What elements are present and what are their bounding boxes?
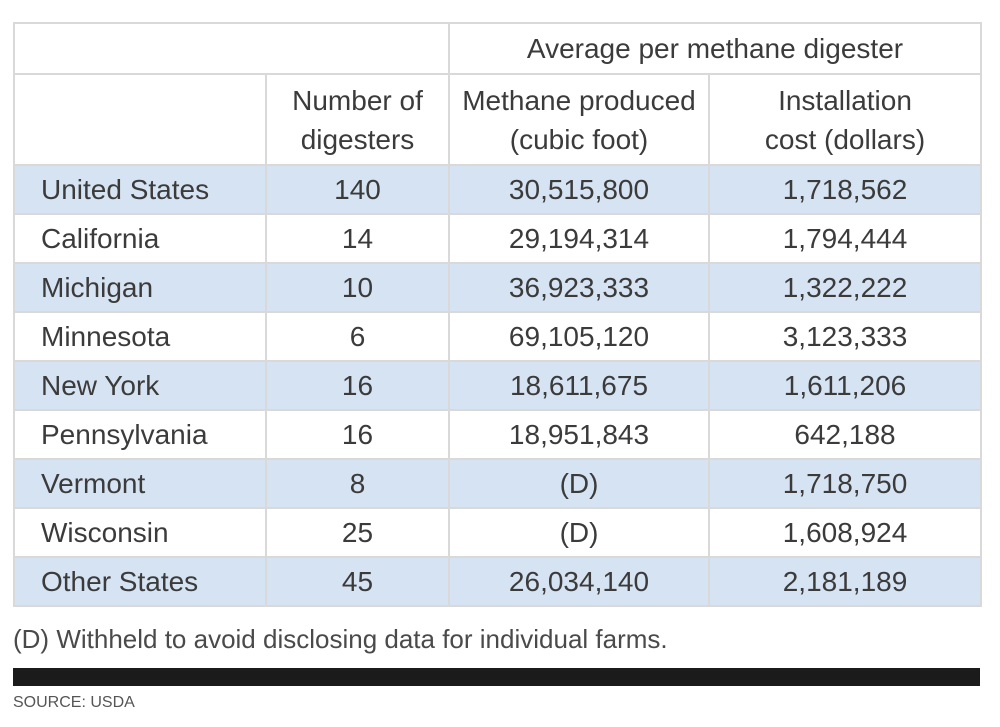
state-cell: Michigan (13, 262, 267, 313)
table-row: New York 16 18,611,675 1,611,206 (13, 360, 983, 411)
methane-cell: 18,611,675 (448, 360, 710, 411)
methane-cell: 69,105,120 (448, 311, 710, 362)
state-cell: New York (13, 360, 267, 411)
column-header-digesters-label: Number of digesters (292, 84, 423, 155)
table-row: California 14 29,194,314 1,794,444 (13, 213, 983, 264)
table-row: United States 140 30,515,800 1,718,562 (13, 164, 983, 215)
column-header-methane: Methane produced (cubic foot) (448, 73, 710, 166)
state-cell: Pennsylvania (13, 409, 267, 460)
table-row: Wisconsin 25 (D) 1,608,924 (13, 507, 983, 558)
table-row: Other States 45 26,034,140 2,181,189 (13, 556, 983, 607)
state-cell: Minnesota (13, 311, 267, 362)
digesters-cell: 16 (265, 360, 450, 411)
methane-cell: 26,034,140 (448, 556, 710, 607)
column-header-digesters: Number of digesters (265, 73, 450, 166)
cost-cell: 1,718,750 (707, 458, 983, 509)
group-header-row: Average per methane digester (13, 22, 983, 75)
column-header-methane-label: Methane produced (cubic foot) (462, 84, 696, 155)
methane-cell: 29,194,314 (448, 213, 710, 264)
state-cell: Wisconsin (13, 507, 267, 558)
methane-cell: 18,951,843 (448, 409, 710, 460)
table-row: Minnesota 6 69,105,120 3,123,333 (13, 311, 983, 362)
column-header-cost-label: Installation cost (dollars) (764, 84, 926, 155)
divider-bar (13, 668, 980, 686)
methane-cell: 36,923,333 (448, 262, 710, 313)
table-row: Pennsylvania 16 18,951,843 642,188 (13, 409, 983, 460)
digesters-cell: 14 (265, 213, 450, 264)
methane-cell: 30,515,800 (448, 164, 710, 215)
column-header-row: Number of digesters Methane produced (cu… (13, 73, 983, 166)
source-note: SOURCE: USDA (13, 694, 135, 711)
digester-table: Average per methane digester Number of d… (13, 22, 983, 607)
cost-cell: 1,718,562 (707, 164, 983, 215)
digesters-cell: 16 (265, 409, 450, 460)
blank-header-cell (13, 22, 450, 75)
group-header: Average per methane digester (447, 22, 983, 75)
methane-cell: (D) (448, 458, 710, 509)
digesters-cell: 10 (265, 262, 450, 313)
state-cell: Other States (13, 556, 267, 607)
cost-cell: 642,188 (707, 409, 983, 460)
table-row: Vermont 8 (D) 1,718,750 (13, 458, 983, 509)
methane-cell: (D) (448, 507, 710, 558)
digesters-cell: 25 (265, 507, 450, 558)
column-header-cost: Installation cost (dollars) (707, 73, 983, 166)
cost-cell: 1,322,222 (707, 262, 983, 313)
state-cell: California (13, 213, 267, 264)
cost-cell: 2,181,189 (707, 556, 983, 607)
footnote: (D) Withheld to avoid disclosing data fo… (13, 624, 668, 654)
cost-cell: 1,608,924 (707, 507, 983, 558)
cost-cell: 1,611,206 (707, 360, 983, 411)
cost-cell: 1,794,444 (707, 213, 983, 264)
digesters-cell: 8 (265, 458, 450, 509)
cost-cell: 3,123,333 (707, 311, 983, 362)
state-cell: Vermont (13, 458, 267, 509)
blank-state-header-cell (13, 73, 267, 166)
digesters-cell: 6 (265, 311, 450, 362)
table-row: Michigan 10 36,923,333 1,322,222 (13, 262, 983, 313)
digesters-cell: 140 (265, 164, 450, 215)
digesters-cell: 45 (265, 556, 450, 607)
state-cell: United States (13, 164, 267, 215)
